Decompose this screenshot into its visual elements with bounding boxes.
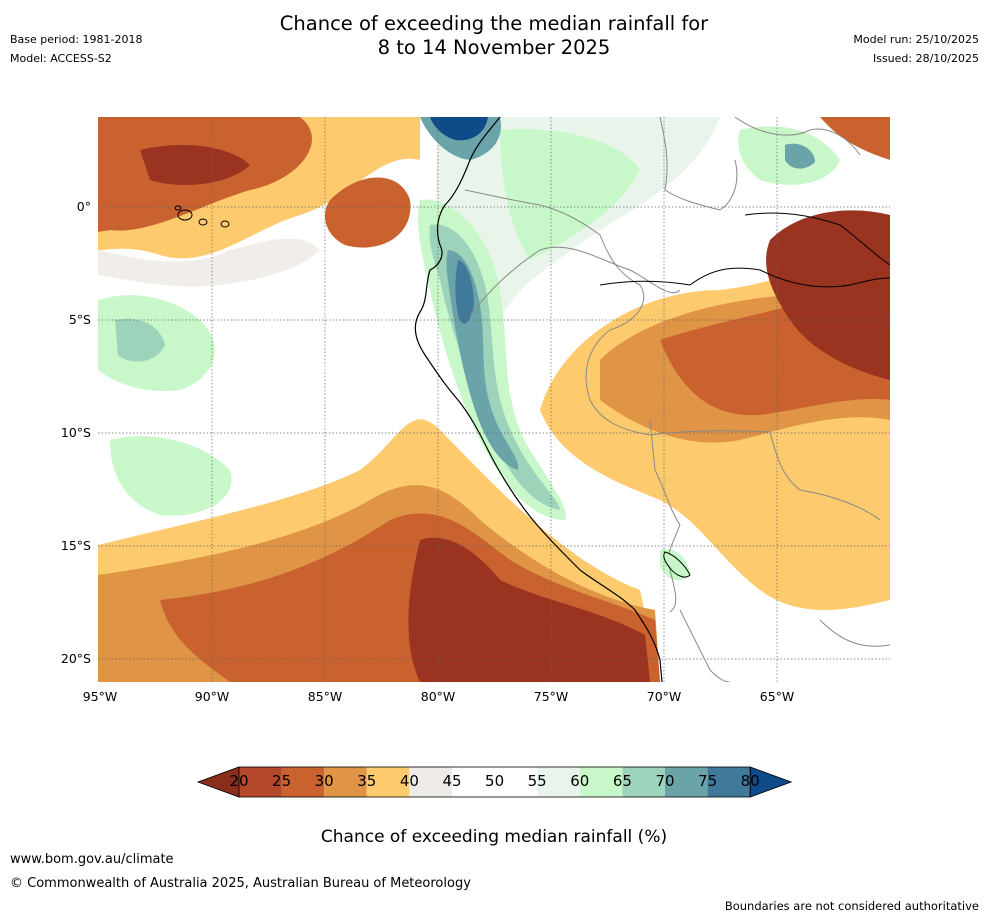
island-4 bbox=[174, 205, 182, 211]
colorbar-label-50: 50 bbox=[485, 772, 505, 790]
colorbar-label-55: 55 bbox=[527, 772, 547, 790]
colorbar-label-75: 75 bbox=[698, 772, 718, 790]
colorbar-title: Chance of exceeding median rainfall (%) bbox=[320, 827, 668, 847]
boundary-peru-brazil bbox=[585, 234, 651, 436]
colorbar-label-70: 70 bbox=[655, 772, 675, 790]
colorbar-label-65: 65 bbox=[612, 772, 632, 790]
title-line-2: 8 to 14 November 2025 bbox=[377, 36, 611, 59]
colorbar-label-30: 30 bbox=[314, 772, 334, 790]
dry-region-east-core bbox=[660, 250, 890, 416]
graticule bbox=[98, 117, 890, 682]
issued-date: Issued: 28/10/2025 bbox=[872, 52, 979, 65]
lon-label-95w: 95°W bbox=[82, 689, 118, 704]
colorbar-bin-75-80 bbox=[707, 767, 751, 797]
wet-region-coast-deep bbox=[455, 260, 474, 324]
amazon-river bbox=[599, 267, 890, 288]
lat-label-15s: 15°S bbox=[60, 538, 91, 553]
colorbar-label-80: 80 bbox=[740, 772, 760, 790]
colorbar-bin-40-45 bbox=[409, 767, 452, 797]
dry-region-northwest-deep bbox=[140, 145, 250, 185]
boundary-peru-north bbox=[469, 246, 681, 316]
metadata-left: Base period: 1981-2018 Model: ACCESS-S2 bbox=[10, 30, 142, 68]
boundary-peru-bolivia bbox=[649, 419, 681, 613]
colorbar-frame bbox=[238, 766, 751, 798]
footer-disclaimer: Boundaries are not considered authoritat… bbox=[724, 899, 979, 913]
colorbar-bin-45-50 bbox=[452, 767, 495, 797]
lon-label-65w: 65°W bbox=[759, 689, 795, 704]
colorbar-label-25: 25 bbox=[272, 772, 292, 790]
colorbar-label-60: 60 bbox=[570, 772, 590, 790]
dry-regions bbox=[98, 117, 890, 682]
dry-region-equator bbox=[325, 177, 411, 248]
lon-label-90w: 90°W bbox=[194, 689, 230, 704]
colorbar-bin-50-55 bbox=[494, 767, 538, 797]
amazon-delta bbox=[744, 212, 890, 266]
coastline bbox=[414, 117, 663, 682]
colorbar-bin-70-75 bbox=[665, 767, 708, 797]
boundary-paraguay bbox=[819, 619, 890, 647]
title-line-1: Chance of exceeding the median rainfall … bbox=[279, 12, 709, 35]
island-2 bbox=[198, 218, 208, 226]
wet-region-west-south bbox=[110, 436, 232, 516]
map-field bbox=[98, 117, 890, 682]
lon-label-75w: 75°W bbox=[533, 689, 569, 704]
wet-region-north-peak-core bbox=[430, 117, 488, 141]
near-normal-band bbox=[98, 238, 320, 287]
chart-title: Chance of exceeding the median rainfall … bbox=[0, 12, 988, 60]
colorbar-bin-35-40 bbox=[366, 767, 410, 797]
footer-url[interactable]: www.bom.gov.au/climate bbox=[10, 852, 174, 867]
base-period: Base period: 1981-2018 bbox=[10, 33, 143, 46]
dry-region-amazon-deep bbox=[766, 210, 890, 380]
colorbar-bin-60-65 bbox=[579, 767, 623, 797]
boundary-brazil-north bbox=[734, 117, 861, 156]
lake-titicaca bbox=[663, 551, 691, 578]
lon-label-70w: 70°W bbox=[646, 689, 682, 704]
wet-region-northeast-core bbox=[785, 143, 815, 169]
lon-label-80w: 80°W bbox=[420, 689, 456, 704]
footer-copyright: © Commonwealth of Australia 2025, Austra… bbox=[10, 876, 471, 891]
colorbar-label-20: 20 bbox=[229, 772, 249, 790]
metadata-right: Model run: 25/10/2025 Issued: 28/10/2025 bbox=[853, 30, 979, 68]
colorbar-bin-30-35 bbox=[324, 767, 367, 797]
model-run: Model run: 25/10/2025 bbox=[853, 33, 979, 46]
dry-region-southwest-deep bbox=[408, 537, 650, 682]
wet-region-north-light bbox=[500, 129, 640, 260]
colorbar-bins bbox=[196, 766, 793, 798]
model-name: Model: ACCESS-S2 bbox=[10, 52, 112, 65]
boundary-colombia-venezuela bbox=[659, 117, 738, 211]
lat-label-20s: 20°S bbox=[60, 651, 91, 666]
colorbar-bin-55-60 bbox=[537, 767, 580, 797]
island-1 bbox=[177, 209, 193, 221]
boundary-bolivia-brazil bbox=[649, 430, 881, 521]
boundary-chile-argentina bbox=[679, 609, 731, 682]
colorbar-label-35: 35 bbox=[357, 772, 377, 790]
lat-label-0: 0° bbox=[76, 199, 91, 214]
dry-region-northeast bbox=[820, 117, 890, 160]
lat-label-10s: 10°S bbox=[60, 425, 91, 440]
colorbar-bin-65-70 bbox=[622, 767, 665, 797]
country-boundaries bbox=[464, 117, 890, 682]
lat-label-5s: 5°S bbox=[68, 312, 91, 327]
wet-region-west-core bbox=[115, 318, 165, 362]
colorbar-bin-20-25 bbox=[239, 767, 282, 797]
colorbar-label-45: 45 bbox=[442, 772, 462, 790]
boundary-colombia-ecuador bbox=[464, 189, 601, 236]
wet-regions bbox=[98, 117, 840, 581]
galapagos-islands bbox=[174, 205, 230, 228]
colorbar-bin-25-30 bbox=[281, 767, 325, 797]
lon-label-85w: 85°W bbox=[307, 689, 343, 704]
island-3 bbox=[220, 220, 230, 228]
colorbar-label-40: 40 bbox=[399, 772, 419, 790]
